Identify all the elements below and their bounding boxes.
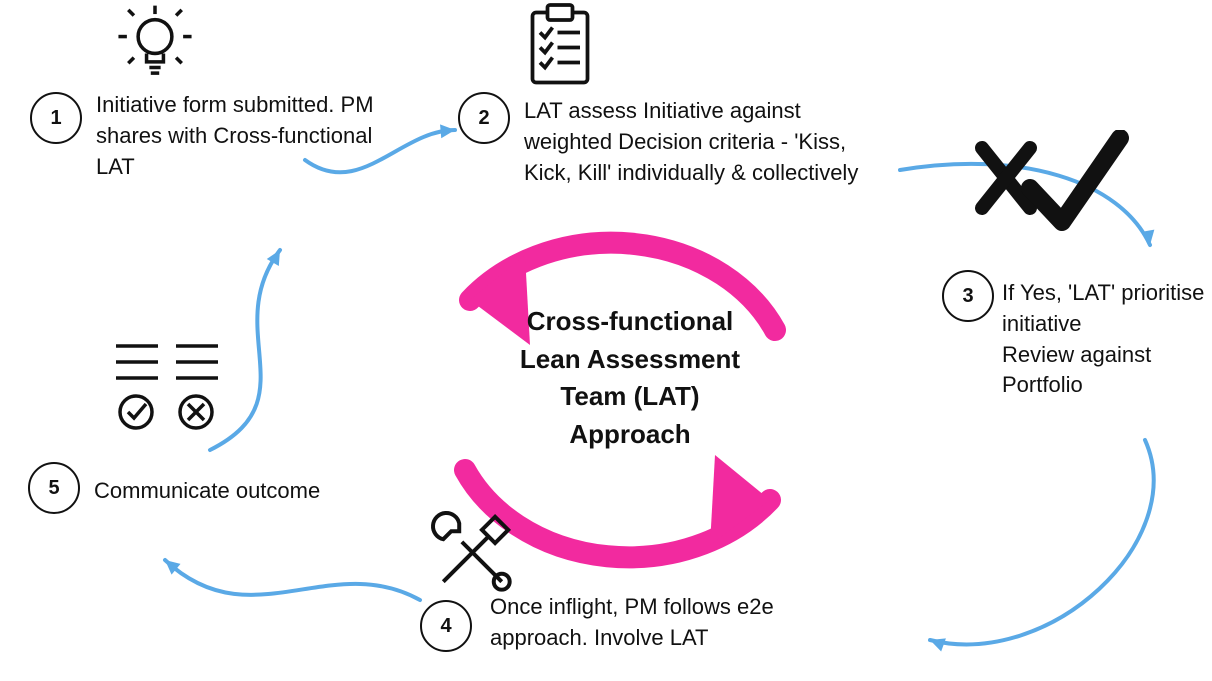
step-2-text: LAT assess Initiative against weighted D… bbox=[524, 96, 894, 188]
step-4-text: Once inflight, PM follows e2e approach. … bbox=[490, 592, 850, 654]
step-1-number: 1 bbox=[50, 107, 61, 130]
step-2-number: 2 bbox=[478, 107, 489, 130]
flow-arrow-path bbox=[930, 440, 1154, 644]
step-1-circle: 1 bbox=[30, 92, 82, 144]
center-title-line1: Cross-functional bbox=[527, 306, 734, 336]
center-title: Cross-functional Lean Assessment Team (L… bbox=[490, 303, 770, 454]
step-5-text: Communicate outcome bbox=[94, 476, 354, 507]
step-2-circle: 2 bbox=[458, 92, 510, 144]
step-4-circle: 4 bbox=[420, 600, 472, 652]
step-3-circle: 3 bbox=[942, 270, 994, 322]
tools-icon bbox=[430, 510, 515, 600]
flow-arrow-path bbox=[165, 560, 420, 600]
step-3-text: If Yes, 'LAT' prioritise initiative Revi… bbox=[1002, 278, 1212, 401]
step-1-text: Initiative form submitted. PM shares wit… bbox=[96, 90, 386, 182]
lightbulb-icon bbox=[110, 0, 200, 95]
step-4-number: 4 bbox=[440, 615, 451, 638]
step-3-number: 3 bbox=[962, 285, 973, 308]
step-5-number: 5 bbox=[48, 477, 59, 500]
x-check-icon bbox=[970, 130, 1130, 245]
clipboard-icon bbox=[520, 0, 600, 95]
center-title-line4: Approach bbox=[569, 419, 690, 449]
flow-arrowhead bbox=[440, 124, 455, 138]
flow-arrowhead bbox=[930, 638, 946, 651]
center-title-line3: Team (LAT) bbox=[560, 381, 699, 411]
step-5-circle: 5 bbox=[28, 462, 80, 514]
list-check-icon bbox=[108, 332, 228, 447]
center-title-line2: Lean Assessment bbox=[520, 344, 740, 374]
